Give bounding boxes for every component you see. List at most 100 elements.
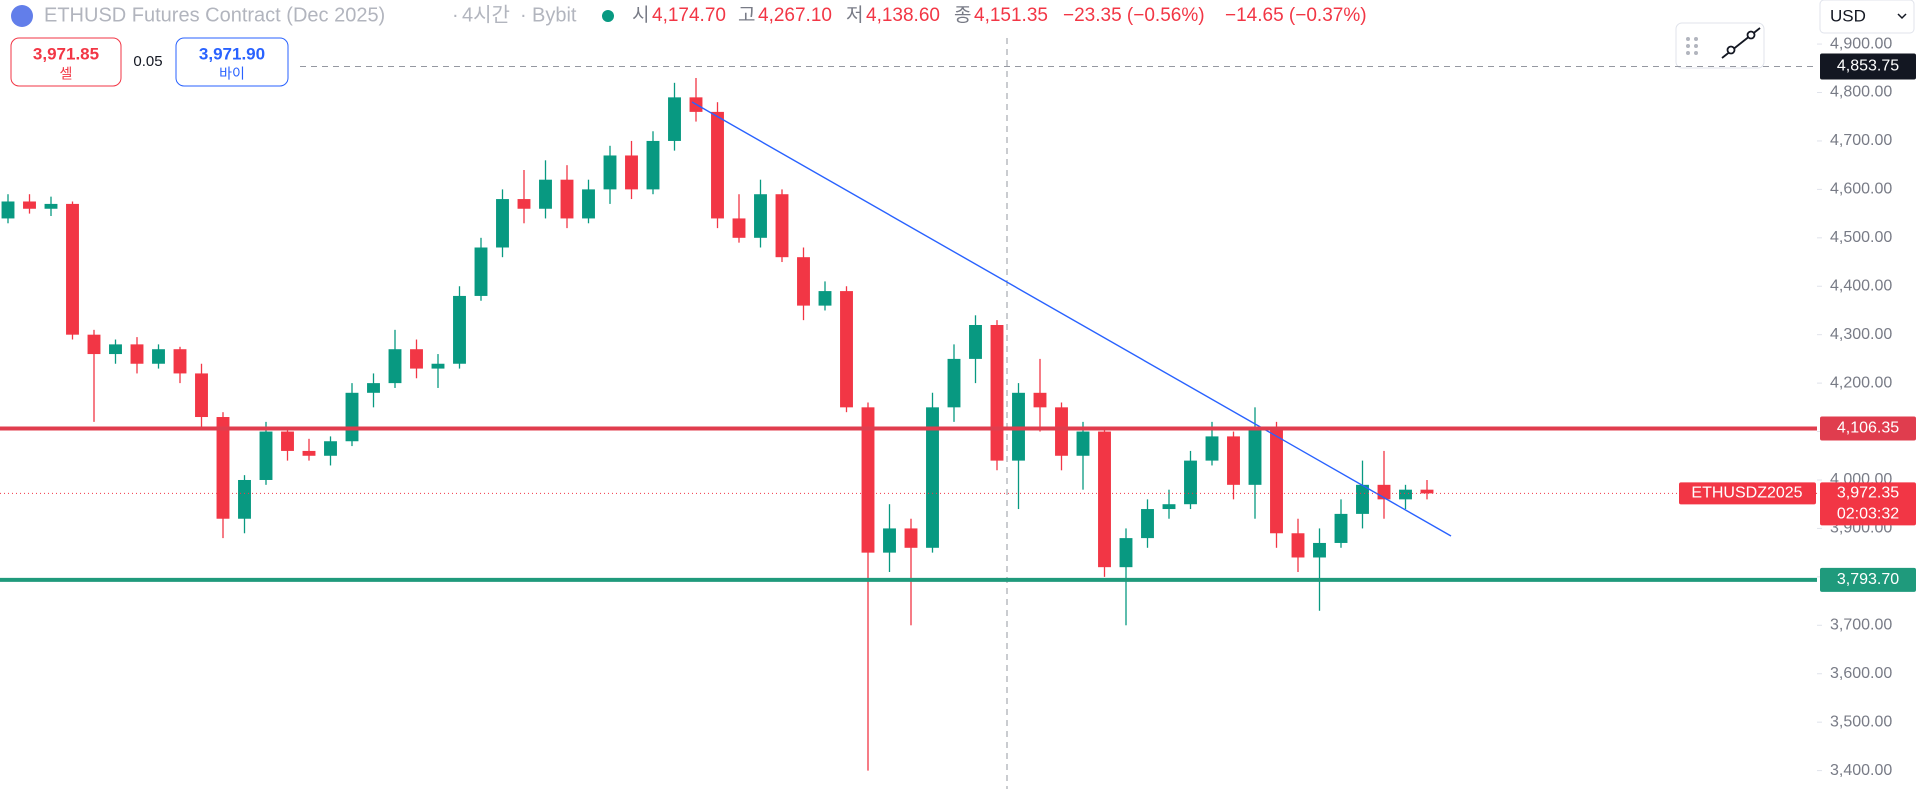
high-value: 4,267.10 bbox=[758, 5, 832, 26]
symbol-label-box bbox=[1679, 482, 1816, 505]
candle-body bbox=[947, 358, 961, 408]
candle-body bbox=[152, 349, 165, 364]
candle-body bbox=[840, 291, 853, 408]
candle-body bbox=[496, 199, 509, 248]
interval: 4시간 bbox=[462, 3, 510, 26]
low-value: 4,138.60 bbox=[866, 5, 940, 26]
candle-body bbox=[1313, 542, 1326, 558]
candle-body bbox=[754, 194, 767, 238]
sell-label: 셀 bbox=[60, 66, 73, 82]
candle-body bbox=[302, 450, 316, 456]
trendline-tool-icon[interactable] bbox=[1721, 27, 1761, 59]
y-tick-label: 4,600.00 bbox=[1830, 181, 1892, 198]
y-tick-label: 4,400.00 bbox=[1830, 277, 1892, 294]
candle-body bbox=[474, 247, 488, 296]
drawing-toolbar[interactable] bbox=[1675, 22, 1765, 69]
candle-body bbox=[367, 383, 380, 393]
change: −23.35 (−0.56%) bbox=[1063, 5, 1205, 26]
ohlc: 시 4,174.70 고 4,267.10 저 4,138.60 종 4,151… bbox=[632, 4, 1367, 26]
candle-body bbox=[1162, 504, 1176, 510]
buy-price: 3,971.90 bbox=[199, 44, 265, 63]
close-value: 4,151.35 bbox=[974, 5, 1048, 26]
symbol-title: ETHUSD Futures Contract (Dec 2025) bbox=[44, 4, 385, 26]
candle-body bbox=[1334, 513, 1348, 543]
candle-body bbox=[603, 155, 617, 190]
y-tick-label: 3,600.00 bbox=[1830, 665, 1892, 682]
candle-body bbox=[1033, 392, 1047, 408]
y-tick-label: 3,500.00 bbox=[1830, 713, 1892, 730]
spread: 0.05 bbox=[133, 53, 162, 70]
last-price-label: 3,972.35 bbox=[1837, 485, 1899, 502]
change-2: −14.65 (−0.37%) bbox=[1225, 5, 1367, 26]
candle-body bbox=[259, 431, 273, 480]
currency-select[interactable] bbox=[1819, 0, 1915, 34]
open-label: 시 bbox=[632, 5, 649, 26]
candle-body bbox=[1119, 538, 1133, 568]
candle-body bbox=[1227, 436, 1240, 485]
candle-body bbox=[453, 295, 466, 364]
exchange: Bybit bbox=[532, 4, 577, 26]
level-label-box bbox=[1820, 567, 1916, 592]
dot: · bbox=[520, 4, 527, 26]
candle-body bbox=[23, 201, 36, 209]
low-label: 저 bbox=[846, 4, 863, 26]
candle-body bbox=[539, 179, 552, 209]
candle-body bbox=[1076, 431, 1090, 456]
candle-body bbox=[1141, 509, 1154, 539]
y-tick-label: 4,500.00 bbox=[1830, 229, 1892, 246]
y-tick-label: 4,800.00 bbox=[1830, 84, 1892, 101]
crosshair-label-box bbox=[1820, 53, 1916, 80]
candle-body bbox=[1098, 431, 1111, 568]
candle-body bbox=[904, 528, 918, 548]
buy-button[interactable] bbox=[175, 37, 289, 87]
candle-body bbox=[990, 324, 1004, 461]
candle-body bbox=[431, 363, 445, 369]
candle-body bbox=[517, 199, 531, 209]
candle-body bbox=[861, 407, 875, 553]
dot: · bbox=[452, 4, 459, 26]
candle-body bbox=[926, 407, 939, 548]
dropdown-arrow bbox=[1897, 13, 1907, 20]
trend-line bbox=[691, 101, 1452, 537]
candle-body bbox=[1270, 426, 1283, 534]
status-dot bbox=[602, 10, 614, 22]
candle-body bbox=[883, 528, 896, 553]
close-label: 종 bbox=[954, 5, 971, 26]
candle-body bbox=[195, 373, 208, 418]
last-price-box bbox=[1820, 482, 1916, 526]
candle-body bbox=[1055, 407, 1068, 456]
candle-body bbox=[797, 257, 810, 306]
candle-body bbox=[324, 441, 337, 456]
candle-body bbox=[1205, 436, 1219, 461]
currency: USD bbox=[1830, 6, 1866, 25]
buy-label: 바이 bbox=[219, 66, 245, 82]
candle-body bbox=[87, 334, 101, 355]
high-label: 고 bbox=[738, 5, 755, 26]
candle-body bbox=[711, 111, 724, 219]
candle-body bbox=[1, 201, 15, 219]
candle-body bbox=[109, 344, 122, 355]
candle-body bbox=[1399, 489, 1412, 500]
level-label: 4,106.35 bbox=[1837, 420, 1899, 437]
y-tick-label: 4,200.00 bbox=[1830, 374, 1892, 391]
bar-countdown: 02:03:32 bbox=[1837, 506, 1899, 523]
candle-body bbox=[44, 203, 58, 209]
candle-body bbox=[238, 479, 251, 519]
candle-body bbox=[345, 392, 359, 442]
y-tick-label: 4,700.00 bbox=[1830, 132, 1892, 149]
candle-body bbox=[775, 194, 789, 258]
sell-button[interactable] bbox=[10, 37, 122, 87]
candle-body bbox=[1420, 489, 1434, 494]
sell-price: 3,971.85 bbox=[33, 44, 99, 63]
candle-body bbox=[388, 349, 402, 384]
level-label-box bbox=[1820, 416, 1916, 441]
candle-body bbox=[281, 431, 294, 451]
candle-body bbox=[668, 97, 681, 141]
candle-body bbox=[625, 155, 638, 190]
candle-body bbox=[130, 344, 144, 364]
open-value: 4,174.70 bbox=[652, 5, 726, 26]
candle-body bbox=[969, 324, 982, 359]
level-label: 3,793.70 bbox=[1837, 571, 1899, 588]
y-tick-label: 3,400.00 bbox=[1830, 762, 1892, 779]
